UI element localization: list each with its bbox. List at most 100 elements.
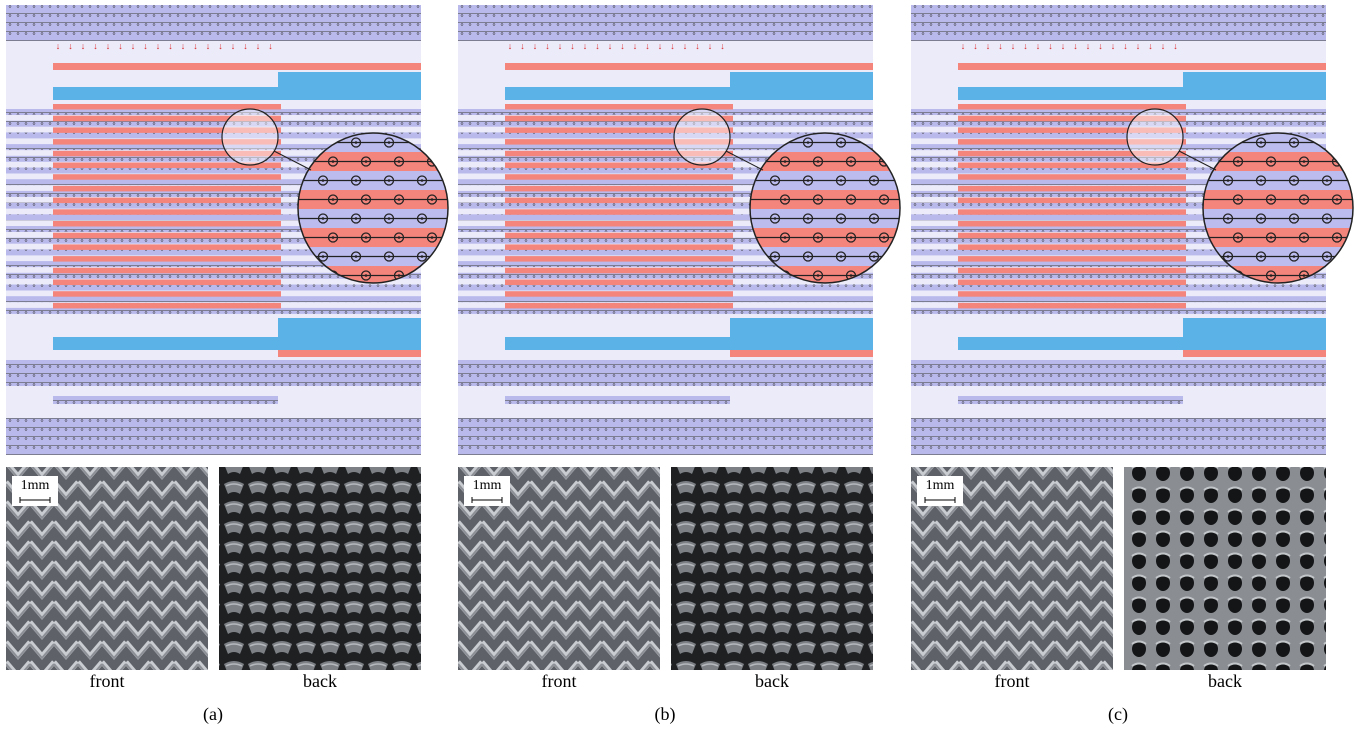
red-stripe: [53, 209, 281, 215]
zoom-dot: [883, 198, 886, 201]
blue-block: [730, 72, 873, 100]
blue-stripe: [958, 87, 1183, 100]
zoom-dot: [883, 274, 886, 277]
arrow: ↓: [143, 41, 148, 51]
red-stripe: [278, 350, 421, 357]
red-stripe: [958, 291, 1186, 297]
zoom-dot: [1326, 141, 1329, 144]
blue-stripe: [505, 337, 730, 350]
zoom-dot: [873, 141, 876, 144]
caption: (b): [655, 704, 676, 725]
arrow: ↓: [620, 41, 625, 51]
zoom-dot: [784, 198, 787, 201]
zoom-dot: [355, 141, 358, 144]
red-stripe: [53, 280, 281, 286]
stripe-row: [458, 296, 873, 302]
arrow: ↓: [118, 41, 123, 51]
arrow: ↓: [1098, 41, 1103, 51]
zoom-dot: [873, 179, 876, 182]
arrow: ↓: [268, 41, 273, 51]
panel: ↓↓↓↓↓↓↓↓↓↓↓↓↓↓↓↓↓↓1mmfrontback(c): [911, 5, 1353, 725]
zoom-dot: [322, 217, 325, 220]
arrow: ↓: [683, 41, 688, 51]
zoom-dot: [784, 236, 787, 239]
zoom-dot: [873, 255, 876, 258]
zoom-dot: [840, 255, 843, 258]
stripe-band: [458, 5, 873, 41]
zoom-dot: [332, 160, 335, 163]
arrow: ↓: [670, 41, 675, 51]
figure: ↓↓↓↓↓↓↓↓↓↓↓↓↓↓↓↓↓↓1mmfrontback(a)↓↓↓↓↓↓↓…: [0, 0, 1364, 732]
zoom-dot: [850, 236, 853, 239]
stripe-band: [458, 418, 873, 455]
zoom-dot: [1260, 255, 1263, 258]
red-stripe: [53, 244, 281, 250]
zoom-dot: [388, 217, 391, 220]
back-label: back: [755, 671, 789, 691]
blue-stripe: [505, 87, 730, 100]
caption: (c): [1108, 704, 1128, 725]
stripe-row: [911, 285, 1326, 291]
red-stripe: [53, 256, 281, 262]
zoom-dot: [1303, 274, 1306, 277]
arrow: ↓: [633, 41, 638, 51]
zoom-dot: [322, 255, 325, 258]
red-stripe: [53, 63, 421, 70]
zoom-dot: [1237, 236, 1240, 239]
arrow: ↓: [1061, 41, 1066, 51]
blue-block: [730, 318, 873, 352]
red-stripe: [958, 268, 1186, 274]
arrow: ↓: [218, 41, 223, 51]
arrow: ↓: [961, 41, 966, 51]
zoom-dot: [365, 274, 368, 277]
blue-block: [278, 318, 421, 352]
red-stripe: [1183, 350, 1326, 357]
arrow: ↓: [193, 41, 198, 51]
arrow: ↓: [658, 41, 663, 51]
zoom-dot: [332, 198, 335, 201]
zoom-dot: [355, 179, 358, 182]
red-stripe: [958, 198, 1186, 204]
arrow: ↓: [1136, 41, 1141, 51]
red-stripe: [505, 221, 733, 227]
knit-diagram: ↓↓↓↓↓↓↓↓↓↓↓↓↓↓↓↓↓↓: [911, 5, 1353, 455]
red-stripe: [958, 209, 1186, 215]
photo-back: [671, 467, 873, 670]
arrow: ↓: [998, 41, 1003, 51]
red-stripe: [53, 174, 281, 180]
scale-label: 1mm: [926, 478, 955, 493]
arrow: ↓: [93, 41, 98, 51]
zoom-dot: [1270, 274, 1273, 277]
knit-diagram: ↓↓↓↓↓↓↓↓↓↓↓↓↓↓↓↓↓↓: [458, 5, 900, 455]
red-stripe: [505, 256, 733, 262]
stripe-row: [911, 121, 1326, 127]
arrow: ↓: [1148, 41, 1153, 51]
blue-block: [278, 72, 421, 100]
zoom-dot: [388, 179, 391, 182]
stripe-row: [6, 109, 421, 115]
zoom-dot: [431, 274, 434, 277]
caption: (a): [203, 704, 223, 725]
stripe-row: [53, 396, 278, 404]
zoom-dot: [421, 255, 424, 258]
arrow: ↓: [545, 41, 550, 51]
zoom-dot: [1336, 236, 1339, 239]
front-label: front: [542, 671, 577, 691]
red-stripe: [958, 174, 1186, 180]
arrow: ↓: [1086, 41, 1091, 51]
stripe-band: [458, 360, 873, 386]
zoom-stitch: [428, 271, 437, 280]
red-stripe: [53, 303, 281, 309]
zoom-dot: [355, 217, 358, 220]
stripe-row: [458, 109, 873, 115]
red-stripe: [505, 186, 733, 192]
stripe-row: [911, 308, 1326, 314]
stripe-row: [911, 109, 1326, 115]
stripe-row: [458, 308, 873, 314]
zoom-dot: [365, 198, 368, 201]
zoom-dot: [807, 217, 810, 220]
red-stripe: [53, 291, 281, 297]
arrow: ↓: [708, 41, 713, 51]
zoom-dot: [817, 160, 820, 163]
zoom-dot: [774, 179, 777, 182]
